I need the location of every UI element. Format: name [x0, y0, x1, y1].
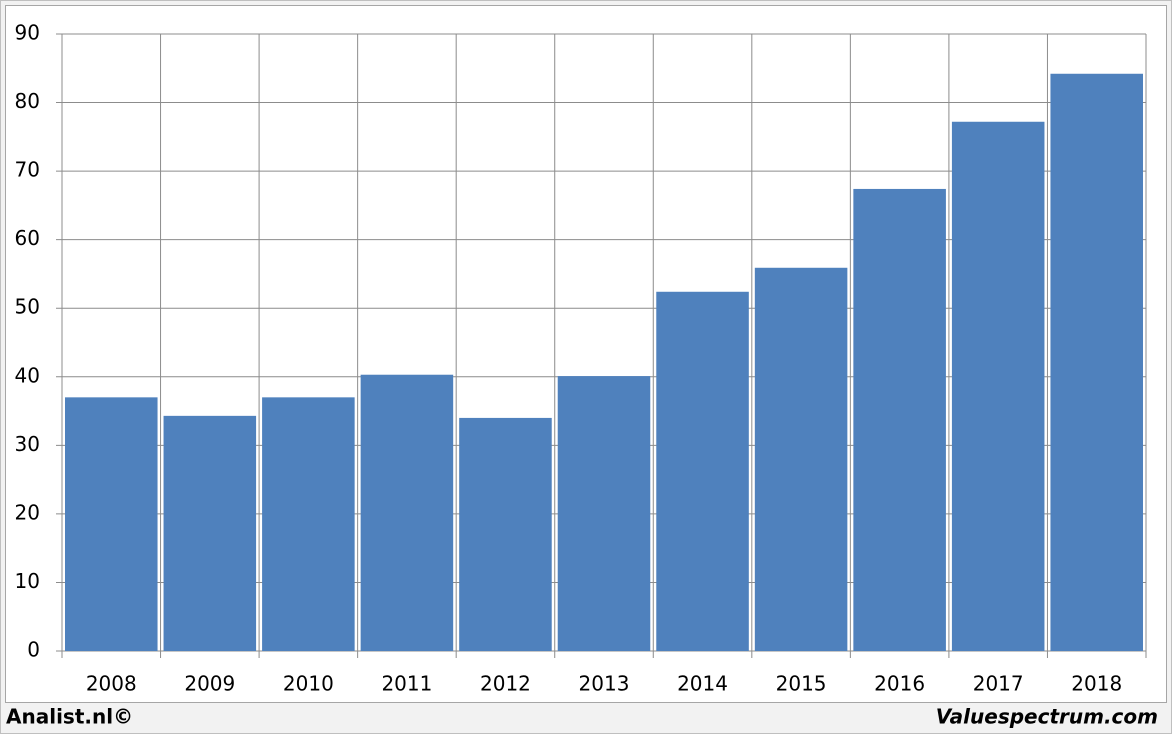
- bar: [360, 374, 454, 651]
- y-tick-label: 90: [15, 21, 40, 45]
- y-tick-label: 50: [15, 295, 40, 319]
- bar: [951, 121, 1045, 652]
- x-tick-label: 2018: [1071, 672, 1122, 696]
- bar: [65, 397, 158, 651]
- x-tick-label: 2008: [86, 672, 137, 696]
- footer-right: Valuespectrum.com: [936, 705, 1158, 729]
- bar: [1050, 73, 1143, 652]
- x-tick-label: 2015: [776, 672, 827, 696]
- bar: [853, 188, 946, 652]
- x-tick-label: 2013: [579, 672, 630, 696]
- x-tick-label: 2011: [381, 672, 432, 696]
- y-tick-label: 60: [15, 226, 40, 250]
- x-tick-label: 2017: [973, 672, 1024, 696]
- x-tick-label: 2012: [480, 672, 531, 696]
- y-tick-label: 80: [15, 89, 40, 113]
- x-tick-label: 2016: [874, 672, 925, 696]
- y-tick-label: 20: [15, 500, 40, 524]
- x-tick-label: 2010: [283, 672, 334, 696]
- bar: [163, 415, 257, 651]
- y-tick-label: 30: [15, 432, 40, 456]
- y-tick-label: 0: [27, 638, 40, 662]
- y-tick-label: 70: [15, 158, 40, 182]
- y-tick-label: 40: [15, 363, 40, 387]
- bar: [557, 376, 651, 651]
- bar: [656, 291, 749, 651]
- bar: [754, 267, 848, 651]
- x-tick-label: 2009: [184, 672, 235, 696]
- y-tick-label: 10: [15, 569, 40, 593]
- x-tick-label: 2014: [677, 672, 728, 696]
- footer-left: Analist.nl©: [6, 705, 133, 729]
- bar: [262, 397, 355, 651]
- bar: [459, 417, 552, 651]
